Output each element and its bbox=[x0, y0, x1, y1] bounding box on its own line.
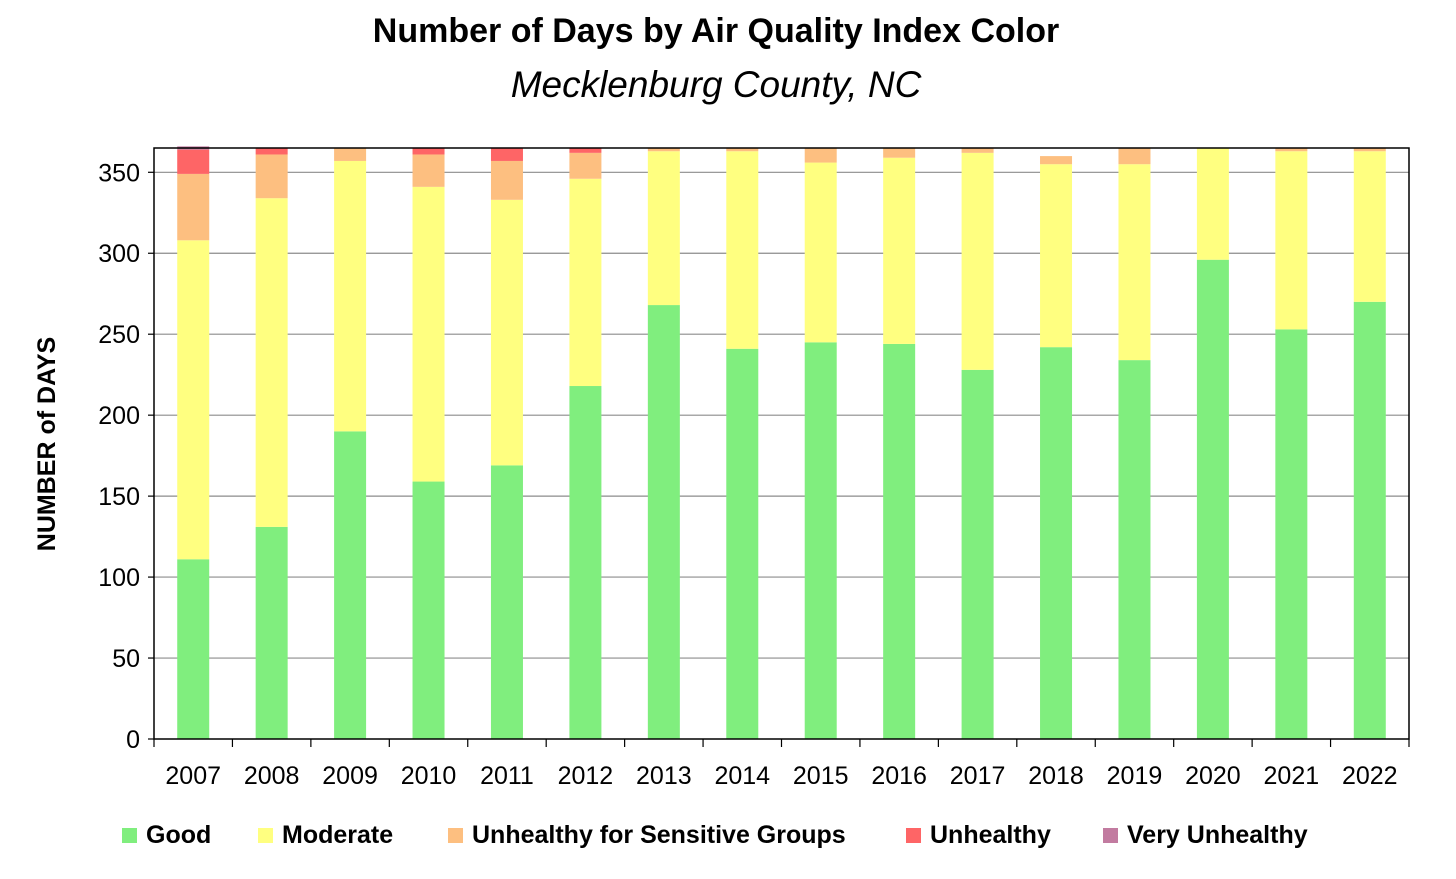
x-tick-label: 2007 bbox=[165, 762, 221, 790]
y-tick-label: 100 bbox=[98, 564, 140, 592]
x-tick-label: 2014 bbox=[714, 762, 770, 790]
bar-good-2014 bbox=[726, 348, 759, 739]
bar-good-2021 bbox=[1275, 329, 1308, 739]
bar-good-2020 bbox=[1196, 259, 1229, 739]
y-tick-label: 0 bbox=[126, 726, 140, 754]
bar-unhealthy-for-sensitive-groups-2015 bbox=[804, 148, 837, 163]
bar-unhealthy-for-sensitive-groups-2012 bbox=[569, 152, 602, 179]
legend-swatch-very-unhealthy bbox=[1103, 827, 1118, 843]
bar-moderate-2017 bbox=[961, 152, 994, 370]
bar-moderate-2009 bbox=[334, 160, 367, 432]
bar-good-2007 bbox=[177, 559, 210, 739]
bar-unhealthy-for-sensitive-groups-2014 bbox=[726, 148, 759, 152]
legend-label: Unhealthy for Sensitive Groups bbox=[472, 820, 846, 849]
bar-good-2013 bbox=[647, 305, 680, 739]
bar-unhealthy-for-sensitive-groups-2013 bbox=[647, 148, 680, 152]
x-tick-label: 2022 bbox=[1342, 762, 1398, 790]
y-tick-label: 350 bbox=[98, 159, 140, 187]
bar-unhealthy-for-sensitive-groups-2021 bbox=[1275, 148, 1308, 152]
x-tick-label: 2010 bbox=[401, 762, 457, 790]
legend-swatch-good bbox=[122, 827, 137, 843]
bar-good-2017 bbox=[961, 369, 994, 739]
bar-unhealthy-for-sensitive-groups-2018 bbox=[1040, 156, 1073, 165]
bar-good-2009 bbox=[334, 431, 367, 739]
bar-good-2012 bbox=[569, 386, 602, 739]
bar-moderate-2011 bbox=[490, 199, 523, 466]
x-tick-label: 2018 bbox=[1028, 762, 1084, 790]
x-tick-label: 2016 bbox=[871, 762, 927, 790]
x-tick-label: 2012 bbox=[558, 762, 614, 790]
x-tick-label: 2015 bbox=[793, 762, 849, 790]
legend-swatch-unhealthy bbox=[906, 827, 921, 843]
bar-unhealthy-2008 bbox=[255, 148, 288, 155]
bar-good-2011 bbox=[490, 465, 523, 739]
bar-moderate-2019 bbox=[1118, 164, 1151, 361]
legend-item-very-unhealthy: Very Unhealthy bbox=[1103, 818, 1308, 852]
x-tick-labels: 2007 2008 2009 2010 2011 2012 2013 2014 2015 2016… bbox=[165, 762, 1397, 790]
y-tick-label: 150 bbox=[98, 483, 140, 511]
legend-swatch-unhealthy-for-sensitive-groups bbox=[448, 827, 463, 843]
bar-moderate-2016 bbox=[883, 157, 916, 344]
y-tick-label: 300 bbox=[98, 240, 140, 268]
legend-label: Moderate bbox=[282, 820, 394, 849]
bar-moderate-2020 bbox=[1196, 148, 1229, 260]
x-tick-label: 2021 bbox=[1264, 762, 1320, 790]
bar-unhealthy-2011 bbox=[490, 148, 523, 161]
bar-unhealthy-for-sensitive-groups-2011 bbox=[490, 160, 523, 200]
bar-good-2016 bbox=[883, 343, 916, 739]
x-tick-label: 2013 bbox=[636, 762, 692, 790]
bar-unhealthy-2007 bbox=[177, 149, 210, 174]
bar-unhealthy-for-sensitive-groups-2007 bbox=[177, 173, 210, 241]
y-tick-labels: 0 50 100 150 200 250 300 350 bbox=[98, 159, 140, 754]
x-tick-label: 2009 bbox=[322, 762, 378, 790]
x-tick-label: 2011 bbox=[480, 762, 534, 790]
bar-moderate-2012 bbox=[569, 178, 602, 387]
bar-unhealthy-for-sensitive-groups-2019 bbox=[1118, 148, 1151, 165]
bar-unhealthy-2010 bbox=[412, 148, 445, 155]
bar-moderate-2008 bbox=[255, 198, 288, 527]
y-tick-label: 50 bbox=[112, 645, 140, 673]
chart-title: Number of Days by Air Quality Index Colo… bbox=[372, 12, 1060, 50]
bar-moderate-2007 bbox=[177, 240, 210, 560]
bar-good-2019 bbox=[1118, 360, 1151, 739]
legend-item-unhealthy-for-sensitive-groups: Unhealthy for Sensitive Groups bbox=[448, 818, 846, 852]
x-tick-label: 2008 bbox=[244, 762, 300, 790]
axis-ticks bbox=[148, 171, 1410, 747]
bar-moderate-2018 bbox=[1040, 164, 1073, 348]
bar-good-2008 bbox=[255, 526, 288, 739]
bar-moderate-2014 bbox=[726, 151, 759, 349]
legend-item-unhealthy: Unhealthy bbox=[906, 818, 1051, 852]
bar-good-2015 bbox=[804, 342, 837, 739]
bar-unhealthy-for-sensitive-groups-2009 bbox=[334, 148, 367, 161]
bars bbox=[177, 146, 1386, 739]
x-tick-label: 2020 bbox=[1185, 762, 1241, 790]
y-tick-label: 250 bbox=[98, 321, 140, 349]
legend-item-moderate: Moderate bbox=[258, 818, 393, 852]
legend-label: Very Unhealthy bbox=[1127, 820, 1308, 849]
bar-good-2018 bbox=[1040, 347, 1073, 739]
bar-moderate-2022 bbox=[1353, 151, 1386, 302]
bar-unhealthy-for-sensitive-groups-2010 bbox=[412, 154, 445, 187]
bar-good-2022 bbox=[1353, 301, 1386, 739]
y-tick-label: 200 bbox=[98, 402, 140, 430]
x-tick-label: 2017 bbox=[950, 762, 1006, 790]
x-tick-label: 2019 bbox=[1107, 762, 1163, 790]
bar-unhealthy-for-sensitive-groups-2016 bbox=[883, 148, 916, 158]
bar-moderate-2015 bbox=[804, 162, 837, 343]
bar-moderate-2010 bbox=[412, 186, 445, 482]
bar-unhealthy-for-sensitive-groups-2008 bbox=[255, 154, 288, 199]
bar-good-2010 bbox=[412, 481, 445, 739]
y-axis-title: NUMBER of DAYS bbox=[33, 337, 61, 551]
bar-unhealthy-2012 bbox=[569, 148, 602, 153]
chart-subtitle: Mecklenburg County, NC bbox=[510, 64, 922, 105]
bar-moderate-2013 bbox=[647, 151, 680, 306]
legend-label: Good bbox=[146, 820, 212, 849]
legend-swatch-moderate bbox=[258, 827, 273, 843]
legend-item-good: Good bbox=[122, 818, 211, 852]
bar-unhealthy-for-sensitive-groups-2022 bbox=[1353, 148, 1386, 152]
bar-unhealthy-for-sensitive-groups-2017 bbox=[961, 148, 994, 153]
legend-label: Unhealthy bbox=[930, 820, 1051, 849]
bar-moderate-2021 bbox=[1275, 151, 1308, 330]
